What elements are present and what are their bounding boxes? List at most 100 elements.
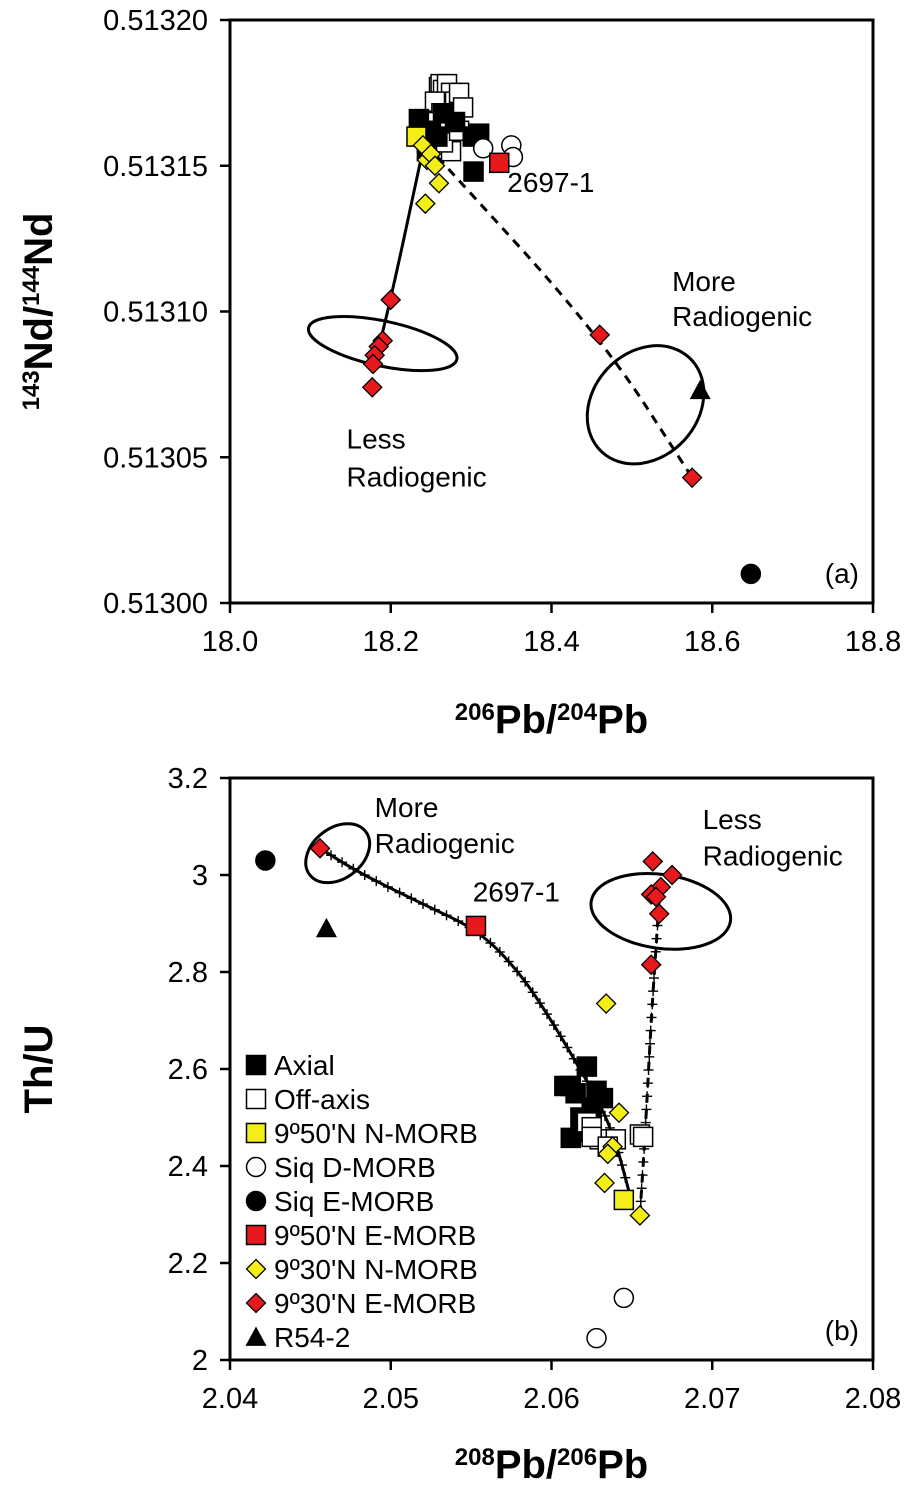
x-tick-label: 2.08 bbox=[845, 1383, 901, 1415]
data-point-diamond-red bbox=[681, 467, 703, 489]
data-point-triangle-filled bbox=[689, 379, 711, 400]
data-point-circle-open bbox=[472, 138, 494, 159]
y-axis-label: 143Nd/144Nd bbox=[17, 213, 61, 411]
y-tick-label: 2.2 bbox=[168, 1248, 208, 1280]
y-tick-label: 0.51315 bbox=[103, 151, 208, 183]
data-point-diamond-yellow bbox=[594, 1172, 615, 1194]
y-tick-label: 2.8 bbox=[168, 957, 208, 989]
data-point-diamond-red bbox=[645, 886, 667, 908]
axis-label-text: Pb/ bbox=[495, 1443, 557, 1487]
data-point-diamond-yellow bbox=[424, 155, 446, 177]
data-point-square-red bbox=[489, 152, 510, 174]
axis-label-text: Nd/ bbox=[17, 306, 61, 370]
data-point-diamond-yellow bbox=[608, 1102, 630, 1124]
x-axis-label: 206Pb/204Pb bbox=[455, 698, 648, 742]
annotation: Less bbox=[703, 804, 762, 835]
data-point-diamond-red bbox=[589, 324, 611, 346]
axis-label-superscript: 206 bbox=[455, 699, 495, 726]
data-point-square-red bbox=[465, 915, 487, 937]
y-tick-label: 3.2 bbox=[168, 763, 208, 795]
y-tick-label: 2.6 bbox=[168, 1054, 208, 1086]
legend-marker-square-open bbox=[245, 1088, 267, 1110]
x-tick-label: 18.2 bbox=[363, 626, 419, 658]
data-point-circle-open bbox=[586, 1327, 607, 1349]
axis-label-text: Pb/ bbox=[495, 698, 557, 742]
legend-label: 9º30'N E-MORB bbox=[274, 1288, 476, 1319]
y-tick-label: 3 bbox=[192, 860, 208, 892]
panel-label: (b) bbox=[825, 1315, 859, 1346]
data-point-diamond-yellow bbox=[597, 1143, 619, 1165]
y-axis-label: Th/U bbox=[17, 1025, 61, 1114]
group-ellipse bbox=[304, 822, 372, 885]
annotation: Radiogenic bbox=[672, 301, 812, 332]
annotation: More bbox=[672, 266, 736, 297]
data-point-diamond-red bbox=[661, 864, 683, 886]
annotation: Radiogenic bbox=[347, 461, 487, 492]
x-tick-label: 2.07 bbox=[684, 1383, 740, 1415]
data-point-diamond-red bbox=[361, 376, 383, 398]
legend-marker-square-filled bbox=[245, 1054, 267, 1076]
group-ellipse bbox=[585, 344, 706, 466]
data-point-square-filled bbox=[560, 1127, 582, 1149]
axis-label-superscript: 143 bbox=[18, 370, 45, 410]
panel-label: (a) bbox=[825, 558, 859, 589]
y-tick-label: 0.51320 bbox=[103, 5, 208, 37]
x-axis-label: 208Pb/206Pb bbox=[455, 1443, 648, 1487]
data-point-square-filled bbox=[576, 1056, 598, 1077]
x-tick-label: 2.05 bbox=[363, 1383, 419, 1415]
annotation: More bbox=[375, 792, 439, 823]
legend-label: 9º30'N N-MORB bbox=[274, 1254, 478, 1285]
x-tick-label: 18.0 bbox=[202, 626, 258, 658]
x-tick-label: 18.6 bbox=[684, 626, 740, 658]
data-point-square-filled bbox=[586, 1080, 607, 1102]
y-tick-label: 0.51305 bbox=[103, 442, 208, 474]
data-point-diamond-red bbox=[648, 903, 670, 925]
axis-label-text: Pb bbox=[597, 1443, 648, 1487]
x-tick-label: 2.04 bbox=[202, 1383, 258, 1415]
axis-label-superscript: 144 bbox=[18, 265, 45, 306]
legend-label: Off-axis bbox=[274, 1084, 370, 1115]
legend-label: 9º50'N E-MORB bbox=[274, 1220, 476, 1251]
data-point-diamond-red bbox=[309, 837, 331, 859]
legend-marker-square-red bbox=[245, 1224, 267, 1246]
data-point-triangle-filled bbox=[315, 917, 337, 938]
legend-label: R54-2 bbox=[274, 1322, 350, 1353]
chart-panel-a: 18.0 18.2 18.4 18.6 18.8 0.51300 0.51305 0.5131… bbox=[17, 5, 901, 742]
annotation: Radiogenic bbox=[375, 828, 515, 859]
x-tick-label: 18.8 bbox=[845, 626, 901, 658]
axis-label-text: Pb bbox=[597, 698, 648, 742]
annotation: Less bbox=[347, 424, 406, 455]
mixing-line-dashed bbox=[425, 144, 694, 479]
data-point-square-filled bbox=[432, 103, 454, 124]
data-point-square-open bbox=[632, 1126, 654, 1148]
legend-label: Axial bbox=[274, 1050, 335, 1081]
legend-marker-square-yellow bbox=[245, 1122, 267, 1144]
legend-label: Siq E-MORB bbox=[274, 1186, 434, 1217]
axis-label-text: Nd bbox=[17, 213, 61, 266]
y-tick-label: 0.51310 bbox=[103, 297, 208, 329]
data-point-square-yellow bbox=[613, 1189, 635, 1211]
data-point-diamond-red bbox=[362, 353, 384, 375]
y-tick-label: 0.51300 bbox=[103, 588, 208, 620]
legend-marker-diamond-red bbox=[245, 1292, 267, 1314]
annotation: 2697-1 bbox=[507, 167, 594, 198]
data-point-circle-filled bbox=[255, 850, 276, 871]
data-point-diamond-yellow bbox=[595, 993, 617, 1014]
data-point-square-filled bbox=[463, 161, 484, 182]
data-point-diamond-red bbox=[640, 954, 662, 976]
legend-label: 9º50'N N-MORB bbox=[274, 1118, 478, 1149]
data-point-diamond-red bbox=[380, 289, 402, 311]
data-point-circle-open bbox=[613, 1287, 635, 1309]
data-point-diamond-yellow bbox=[428, 172, 450, 194]
legend-marker-circle-open bbox=[245, 1156, 267, 1178]
axis-label-superscript: 204 bbox=[557, 699, 598, 726]
legend-marker-triangle-filled bbox=[245, 1326, 267, 1346]
legend-marker-diamond-yellow bbox=[245, 1258, 267, 1280]
x-tick-label: 2.06 bbox=[523, 1383, 579, 1415]
x-tick-label: 18.4 bbox=[523, 626, 579, 658]
axis-label-superscript: 208 bbox=[455, 1444, 495, 1471]
legend-label: Siq D-MORB bbox=[274, 1152, 436, 1183]
data-point-circle-filled bbox=[740, 563, 762, 585]
